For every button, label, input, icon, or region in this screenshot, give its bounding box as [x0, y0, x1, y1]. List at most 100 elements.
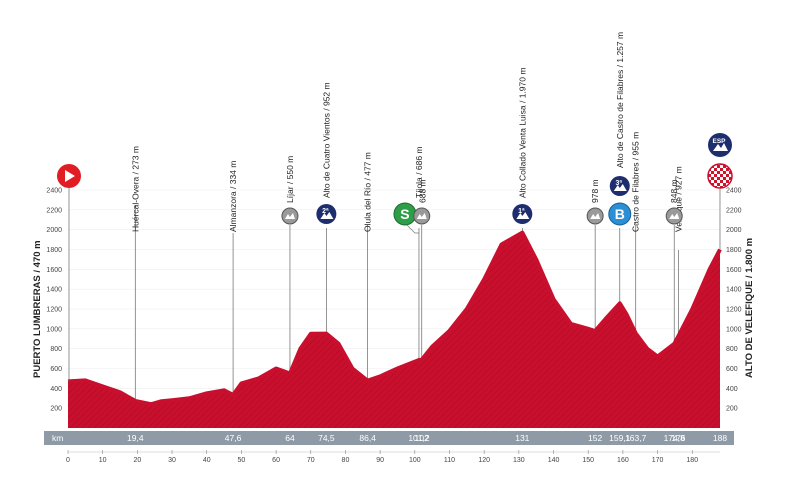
- sprint-text: S: [400, 206, 409, 222]
- km-bar-label: 64: [285, 433, 295, 443]
- x-tick-label: 110: [444, 457, 455, 464]
- km-bar-label: 159,1: [609, 433, 631, 443]
- y-tick-label-left: 200: [50, 406, 62, 413]
- grid: [68, 189, 720, 409]
- y-tick-label-left: 600: [50, 366, 62, 373]
- y-tick-label-left: 800: [50, 346, 62, 353]
- km-bar-label: 163,7: [625, 433, 647, 443]
- km-bar-label: 86,4: [359, 433, 376, 443]
- mountain-glyph: [416, 213, 427, 219]
- waypoint-label: Tíjola / 686 m: [414, 147, 424, 199]
- x-tick-label: 0: [66, 457, 70, 464]
- esp-text: ESP: [712, 138, 726, 145]
- x-tick-label: 30: [168, 457, 176, 464]
- bonus-icon: B: [608, 202, 632, 226]
- y-tick-label-left: 2400: [46, 188, 62, 195]
- x-tick-label: 150: [582, 457, 594, 464]
- waypoint-label: Huércal-Overa / 273 m: [130, 146, 140, 232]
- km-bar-label: 174,8: [664, 433, 686, 443]
- y-tick-label-right: 600: [726, 366, 738, 373]
- gray-point-circle: [281, 207, 299, 225]
- waypoint-label: Almanzora / 334 m: [228, 161, 238, 232]
- y-tick-label-left: 2200: [46, 207, 62, 214]
- x-tick-label: 90: [376, 457, 384, 464]
- mountain-glyph: [284, 213, 295, 219]
- mountain-glyph: [320, 212, 334, 219]
- gray-point-circle: [665, 207, 683, 225]
- finish-icon: ESP: [707, 133, 733, 250]
- y-tick-label-left: 1200: [46, 307, 62, 314]
- x-tick-label: 140: [548, 457, 560, 464]
- y-tick-label-right: 2400: [726, 188, 742, 195]
- waypoint-label: Alto de Cuatro Vientos / 952 m: [321, 82, 331, 198]
- km-bar-label: 101,2: [408, 433, 430, 443]
- x-tick-label: 10: [99, 457, 107, 464]
- mountain-glyph: [590, 213, 601, 219]
- y-tick-label-right: 800: [726, 346, 738, 353]
- waypoint-label: Velefique / 927 m: [673, 166, 683, 232]
- climb-category-text: 3ª: [616, 180, 623, 187]
- mountain-glyph: [713, 143, 728, 151]
- waypoint-label: Alto Collado Venta Luisa / 1.970 m: [517, 68, 527, 198]
- waypoint-label: Líjar / 550 m: [285, 156, 295, 203]
- climb-category-icon: 3ª: [609, 176, 630, 196]
- km-bar-label: 102: [415, 433, 429, 443]
- y-tick-label-right: 1000: [726, 326, 742, 333]
- km-bar-label: 74,5: [318, 433, 335, 443]
- gray-point-icon: [281, 207, 299, 225]
- mountain-glyph: [613, 184, 627, 191]
- finish-label: ALTO DE VELEFIQUE / 1.800 m: [744, 238, 755, 378]
- km-bar-label: 47,6: [225, 433, 242, 443]
- km-bar-label: 131: [515, 433, 529, 443]
- km-bar-label: 188: [713, 433, 727, 443]
- x-tick-label: 120: [478, 457, 490, 464]
- climb-category-text: 2ª: [322, 208, 329, 215]
- gray-point-circle: [413, 207, 431, 225]
- x-tick-label: 20: [133, 457, 141, 464]
- climb-category-icon: 1ª: [512, 204, 533, 224]
- x-tick-label: 70: [307, 457, 315, 464]
- km-bar-label: 152: [588, 433, 602, 443]
- x-tick-label: 50: [238, 457, 246, 464]
- gray-point-icon: [586, 207, 604, 225]
- play-icon: [65, 170, 75, 182]
- gray-point-icon: [413, 207, 431, 225]
- y-tick-label-right: 1800: [726, 247, 742, 254]
- waypoint-lines: [134, 205, 679, 401]
- y-tick-label-left: 1400: [46, 287, 62, 294]
- waypoint-label: 688 m: [418, 179, 428, 203]
- elevation-area: [67, 230, 722, 428]
- climb-category-icon: 2ª: [316, 204, 337, 224]
- km-bar-label: 176: [671, 433, 685, 443]
- x-tick-label: 60: [272, 457, 280, 464]
- y-tick-label-left: 1000: [46, 326, 62, 333]
- sprint-connector: [406, 224, 419, 234]
- esp-circle: [708, 133, 732, 157]
- y-tick-label-right: 200: [726, 406, 738, 413]
- km-bar-background: [44, 431, 734, 445]
- bonus-text: B: [615, 206, 625, 222]
- waypoint-label: 848 m: [669, 179, 679, 203]
- waypoint-label: 978 m: [590, 179, 600, 203]
- y-tick-label-right: 400: [726, 386, 738, 393]
- elevation-crest: [67, 230, 722, 407]
- gray-point-circle: [586, 207, 604, 225]
- y-tick-label-right: 1400: [726, 287, 742, 294]
- x-tick-label: 160: [617, 457, 629, 464]
- mountain-glyph: [516, 212, 530, 219]
- y-tick-label-left: 1800: [46, 247, 62, 254]
- start-label: PUERTO LUMBRERAS / 470 m: [32, 240, 43, 378]
- waypoint-label: Castro de Filabres / 955 m: [631, 132, 641, 232]
- x-tick-label: 130: [513, 457, 525, 464]
- climb-category-text: 1ª: [518, 208, 525, 215]
- waypoint-labels: Huércal-Overa / 273 m Almanzora / 334 m Lí…: [130, 32, 683, 232]
- waypoint-label: Olula del Río / 477 m: [363, 152, 373, 232]
- y-axis-left: 200 400 600 800 1000 1200 1400 1600 1800 2000 2200…: [46, 188, 62, 413]
- sprint-icon: S: [393, 202, 419, 234]
- waypoint-markers: 2ª S 1ª 3ª B ESP: [281, 133, 733, 250]
- elevation-series: [68, 232, 720, 428]
- y-tick-label-right: 2000: [726, 227, 742, 234]
- y-tick-label-left: 1600: [46, 267, 62, 274]
